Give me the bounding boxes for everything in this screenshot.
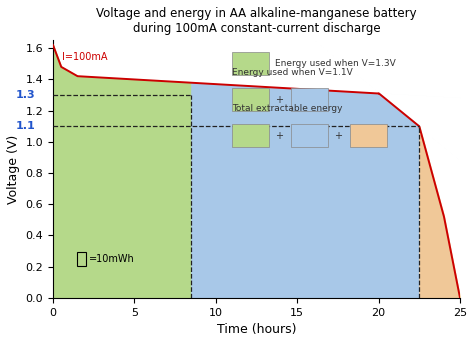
FancyBboxPatch shape <box>350 124 387 147</box>
Text: +: + <box>275 95 283 105</box>
Text: Energy used when V=1.1V: Energy used when V=1.1V <box>232 68 353 77</box>
Text: I=100mA: I=100mA <box>62 52 108 62</box>
Text: +: + <box>275 131 283 141</box>
Title: Voltage and energy in AA alkaline-manganese battery
during 100mA constant-curren: Voltage and energy in AA alkaline-mangan… <box>96 7 417 35</box>
Y-axis label: Voltage (V): Voltage (V) <box>7 134 20 204</box>
X-axis label: Time (hours): Time (hours) <box>217 323 296 336</box>
FancyBboxPatch shape <box>232 124 269 147</box>
Text: 1.3: 1.3 <box>16 90 35 100</box>
Text: +: + <box>334 131 342 141</box>
Text: Total extractable energy: Total extractable energy <box>232 104 343 113</box>
FancyBboxPatch shape <box>291 88 328 111</box>
FancyBboxPatch shape <box>232 52 269 75</box>
FancyBboxPatch shape <box>291 124 328 147</box>
Text: 1.1: 1.1 <box>15 121 35 131</box>
FancyBboxPatch shape <box>232 88 269 111</box>
Text: Energy used when V=1.3V: Energy used when V=1.3V <box>275 59 395 68</box>
Bar <box>77 252 86 266</box>
Text: =10mWh: =10mWh <box>89 254 135 264</box>
